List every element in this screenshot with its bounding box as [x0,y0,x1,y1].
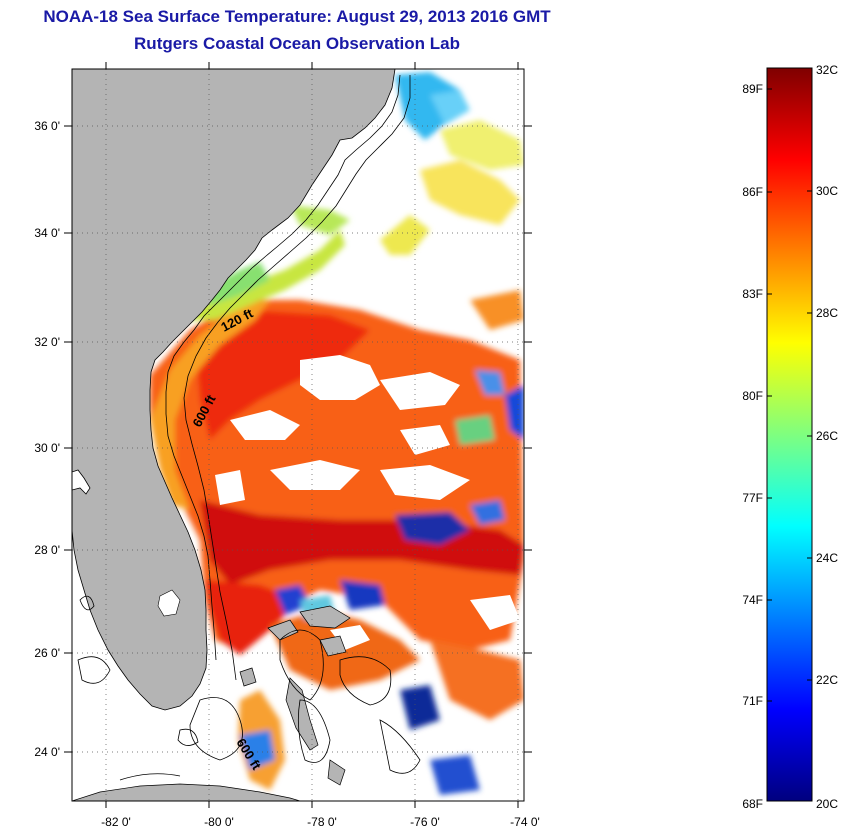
lon-label-80: -80 0' [204,815,234,829]
colorbar-c-20: 20C [816,797,838,811]
map-area: 120 ft 600 ft 600 ft [72,69,524,801]
land-bahamas [239,605,351,786]
map-title: NOAA-18 Sea Surface Temperature: August … [43,7,551,26]
colorbar-c-26: 26C [816,429,838,443]
colorbar-c-28: 28C [816,306,838,320]
land-cuba [72,783,301,801]
lat-label-28: 28 0' [34,543,60,557]
colorbar-f-86: 86F [742,185,763,199]
colorbar-f-83: 83F [742,287,763,301]
bathymetry-contours [77,74,421,781]
lake-okeechobee [157,589,181,617]
axis-ticks [64,62,532,808]
colorbar-ticks [767,88,812,702]
no-data-areas [215,130,520,650]
colorbar-c-24: 24C [816,551,838,565]
colorbar-f-77: 77F [742,491,763,505]
colorbar-f-89: 89F [742,82,763,96]
colorbar-f-68: 68F [742,797,763,811]
lat-label-24: 24 0' [34,745,60,759]
colorbar-c-22: 22C [816,673,838,687]
colorbar-c-32: 32C [816,63,838,77]
colorbar-f-74: 74F [742,593,763,607]
lat-label-26: 26 0' [34,646,60,660]
lon-label-82: -82 0' [101,815,131,829]
lat-label-30: 30 0' [34,441,60,455]
colorbar-f-71: 71F [742,694,763,708]
lat-label-34: 34 0' [34,226,60,240]
lon-label-76: -76 0' [410,815,440,829]
lat-label-36: 36 0' [34,119,60,133]
colorbar [766,67,813,802]
graticule [72,69,524,801]
map-subtitle: Rutgers Coastal Ocean Observation Lab [134,34,460,53]
lat-label-32: 32 0' [34,335,60,349]
colorbar-c-30: 30C [816,184,838,198]
lon-label-78: -78 0' [307,815,337,829]
lon-label-74: -74 0' [510,815,540,829]
map-frame [71,68,525,802]
colorbar-f-80: 80F [742,389,763,403]
